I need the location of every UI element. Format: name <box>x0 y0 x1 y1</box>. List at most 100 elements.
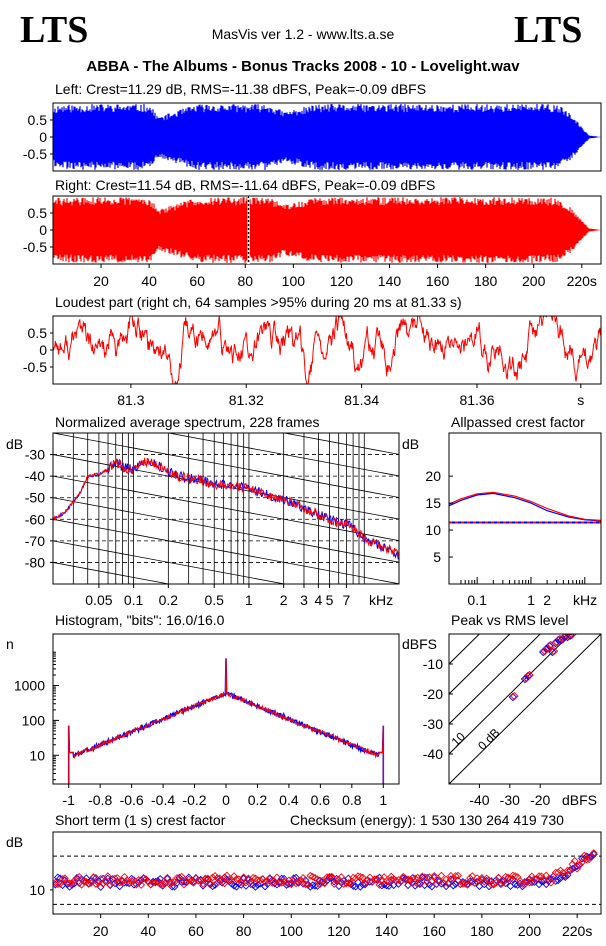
right-waveform-ytick-label: -0.5 <box>23 239 47 255</box>
stc-point-left <box>158 881 167 890</box>
histogram-xtick-label: -0.6 <box>120 792 144 808</box>
allpassed-xlabel: kHz <box>573 592 598 608</box>
stc-marks <box>53 849 598 891</box>
stc-point-right <box>482 874 491 883</box>
loudest-part-xtick-label: 81.32 <box>229 392 264 408</box>
stc-point-right <box>292 879 300 888</box>
stc-point-right <box>182 877 191 886</box>
pvr-point-right <box>540 646 550 656</box>
histogram-xtick-label: 0.6 <box>311 792 331 808</box>
stc-ytick-label: 10 <box>29 882 45 898</box>
file-title: ABBA - The Albums - Bonus Tracks 2008 - … <box>86 58 520 75</box>
spectrum-xtick-label: 0.2 <box>159 592 179 608</box>
allpassed-ytick-label: 5 <box>433 549 441 565</box>
stc-point-right <box>232 875 241 884</box>
stc-point-right <box>56 880 65 888</box>
histogram-marks <box>67 658 385 784</box>
stc-point-right <box>568 860 577 869</box>
stc-point-right <box>230 872 238 881</box>
stc-point-right <box>337 873 346 881</box>
histogram-ytick-label: 1000 <box>14 678 45 694</box>
pvr-ytick-label: -40 <box>423 746 443 762</box>
pvr-xtick-label: -30 <box>500 792 520 808</box>
stc-point-right <box>125 878 134 887</box>
right-waveform-ytick-label: 0 <box>39 222 47 238</box>
stc-point-left <box>99 874 107 883</box>
right-waveform-xtick-label: 20 <box>93 273 109 289</box>
loudest-part-xtick-label: 81.36 <box>459 392 494 408</box>
stc-point-right <box>447 871 455 880</box>
pvr-diagonal-label: 0 dB <box>475 725 502 752</box>
stc-point-right <box>163 873 172 882</box>
stc-point-right <box>556 866 565 875</box>
spectrum-xlabel: kHz <box>369 592 394 608</box>
spectrum-slope-line <box>53 562 171 584</box>
allpassed-right-series <box>449 491 601 521</box>
right-waveform-xtick-label: 140 <box>378 273 402 289</box>
stc-point-right <box>387 872 396 881</box>
spectrum-grid <box>53 433 399 584</box>
spectrum-xtick-label: 2 <box>280 592 288 608</box>
left-waveform-ytick-label: -0.5 <box>23 146 47 162</box>
stc-point-left <box>535 880 543 889</box>
version-label: MasVis ver 1.2 - www.lts.a.se <box>211 26 395 42</box>
stc-point-right <box>368 878 377 886</box>
pvr-point-right <box>546 640 556 650</box>
allpassed-ylabel: dB <box>402 436 420 452</box>
stc-point-right <box>554 868 563 877</box>
stc-xtick-label: 100 <box>280 923 304 939</box>
histogram-xtick-label: 0.8 <box>342 792 362 808</box>
stc-point-right <box>53 880 62 889</box>
right-waveform-xtick-label: 60 <box>189 273 205 289</box>
right-waveform-xtick-label: 100 <box>282 273 306 289</box>
stc-point-right <box>335 875 343 884</box>
allpassed-xtick-label: 2 <box>543 592 551 608</box>
right-waveform-marks <box>53 197 601 263</box>
stc-point-right <box>199 879 207 888</box>
stc-point-right <box>301 880 310 889</box>
stc-point-right <box>427 877 436 886</box>
stc-point-right <box>158 880 167 888</box>
histogram-ylabel: n <box>6 636 14 652</box>
right-waveform-xtick-label: 80 <box>237 273 253 289</box>
spectrum-xtick-label: 0.1 <box>124 592 144 608</box>
spectrum-right-series <box>53 457 399 558</box>
histogram-title: Histogram, "bits": 16.0/16.0 <box>55 612 225 628</box>
histogram-xtick-label: -1 <box>63 792 76 808</box>
stc-point-right <box>525 878 534 887</box>
pvr-point-right <box>525 670 534 680</box>
stc-point-right <box>175 875 184 884</box>
stc-point-left <box>394 880 403 888</box>
stc-point-right <box>184 875 193 884</box>
stc-point-right <box>72 875 81 883</box>
spectrum-ytick-label: -80 <box>25 554 45 570</box>
stc-point-right <box>75 873 84 881</box>
stc-point-right <box>385 877 393 886</box>
stc-point-right <box>277 878 286 887</box>
right-waveform-xtick-label: 220s <box>567 273 597 289</box>
stc-point-right <box>194 876 203 885</box>
stc-point-right <box>211 871 219 880</box>
spectrum-ytick-label: -60 <box>25 511 45 527</box>
spectrum-ytick-label: -30 <box>25 447 45 463</box>
right-waveform-xtick-label: 180 <box>474 273 498 289</box>
stc-point-left <box>425 880 434 889</box>
spectrum-ylabel: dB <box>6 436 24 452</box>
loudest-part-title: Loudest part (right ch, 64 samples >95% … <box>55 294 462 310</box>
stc-point-right <box>516 876 524 885</box>
stc-point-right <box>187 877 196 886</box>
stc-point-right <box>304 880 312 889</box>
spectrum-xtick-label: 0.5 <box>204 592 224 608</box>
stc-xtick-label: 160 <box>423 923 447 939</box>
histogram-frame <box>52 633 400 785</box>
spectrum-title: Normalized average spectrum, 228 frames <box>55 414 320 430</box>
spectrum-xtick-label: 4 <box>314 592 322 608</box>
stc-point-right <box>220 879 229 888</box>
left-waveform-marks <box>53 104 601 170</box>
allpassed-crest-title: Allpassed crest factor <box>451 414 585 430</box>
spectrum-xtick-label: 3 <box>300 592 308 608</box>
pvr-point-right <box>567 634 577 639</box>
stc-point-right <box>165 880 174 889</box>
stc-point-right <box>535 872 543 881</box>
